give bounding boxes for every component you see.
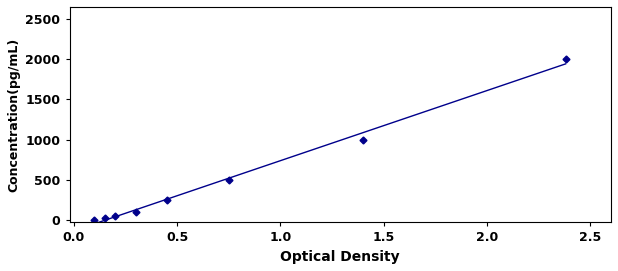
X-axis label: Optical Density: Optical Density bbox=[281, 250, 400, 264]
Y-axis label: Concentration(pg/mL): Concentration(pg/mL) bbox=[7, 38, 20, 192]
